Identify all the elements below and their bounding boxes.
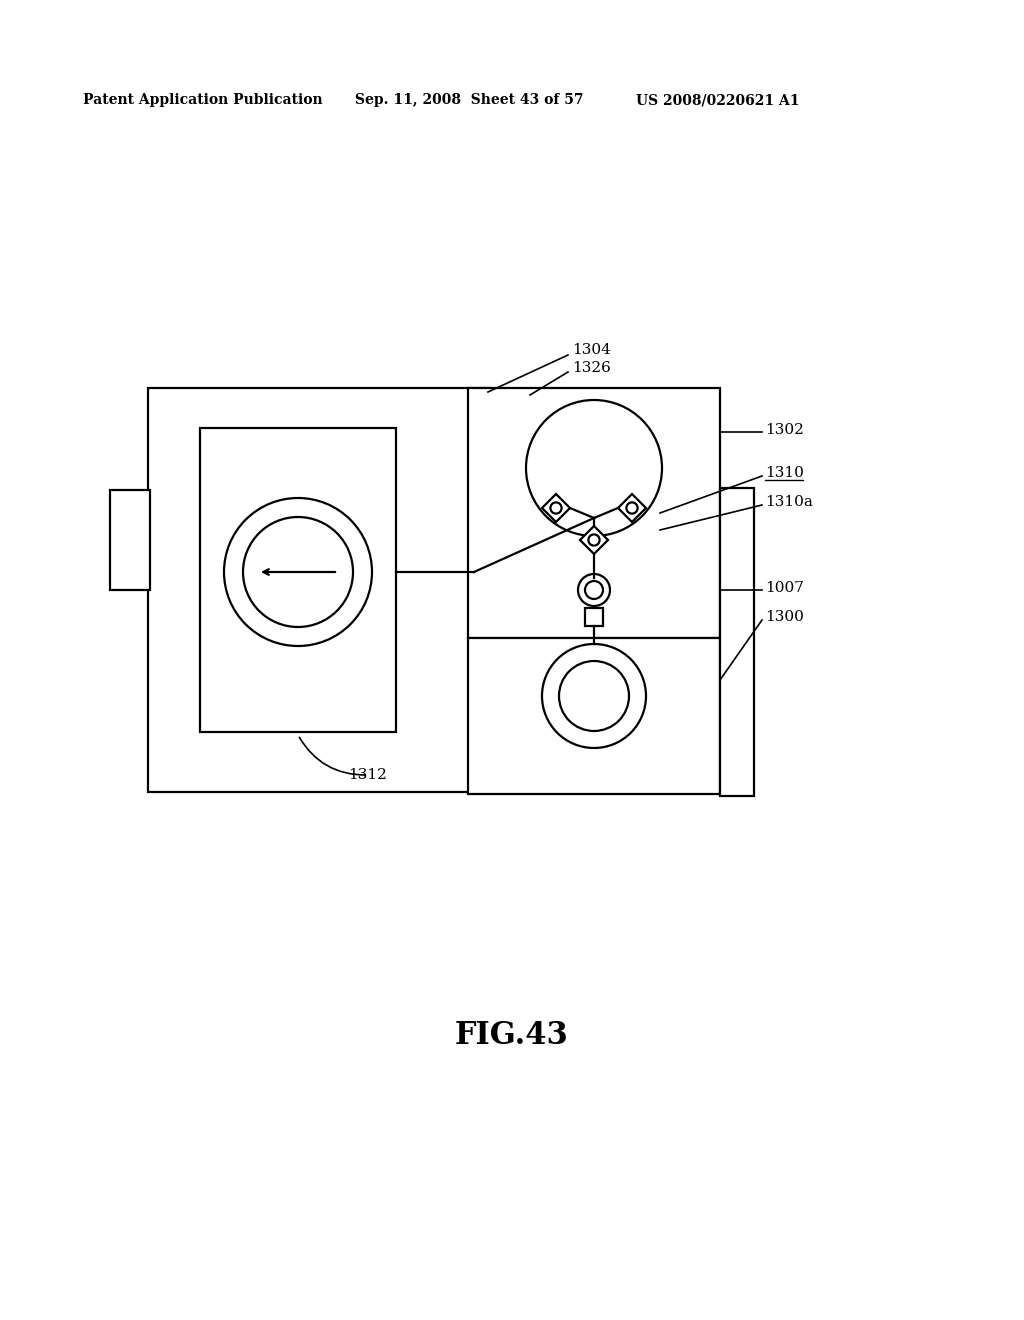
Text: 1302: 1302 (765, 422, 804, 437)
Polygon shape (542, 494, 570, 521)
Circle shape (559, 661, 629, 731)
Polygon shape (580, 525, 608, 554)
Circle shape (526, 400, 662, 536)
Bar (110, 490, 150, 590)
Circle shape (589, 535, 600, 545)
Text: US 2008/0220621 A1: US 2008/0220621 A1 (636, 92, 800, 107)
Circle shape (627, 503, 638, 513)
Bar (200, 428, 396, 733)
Polygon shape (618, 494, 646, 521)
Bar (148, 388, 490, 792)
Bar (585, 609, 603, 626)
Text: FIG.43: FIG.43 (455, 1019, 569, 1051)
Text: 1310a: 1310a (765, 495, 813, 510)
Text: 1310: 1310 (765, 466, 804, 480)
Text: 1312: 1312 (348, 768, 387, 781)
Circle shape (542, 644, 646, 748)
Text: 1300: 1300 (765, 610, 804, 624)
Circle shape (578, 574, 610, 606)
Bar (720, 488, 754, 796)
Text: Patent Application Publication: Patent Application Publication (83, 92, 323, 107)
Text: 1007: 1007 (765, 581, 804, 595)
Circle shape (585, 581, 603, 599)
Text: Sep. 11, 2008  Sheet 43 of 57: Sep. 11, 2008 Sheet 43 of 57 (355, 92, 584, 107)
Bar (468, 638, 720, 795)
Circle shape (551, 503, 561, 513)
Circle shape (243, 517, 353, 627)
Circle shape (224, 498, 372, 645)
Text: 1326: 1326 (572, 360, 611, 375)
Text: 1304: 1304 (572, 343, 611, 356)
Bar (468, 388, 720, 638)
